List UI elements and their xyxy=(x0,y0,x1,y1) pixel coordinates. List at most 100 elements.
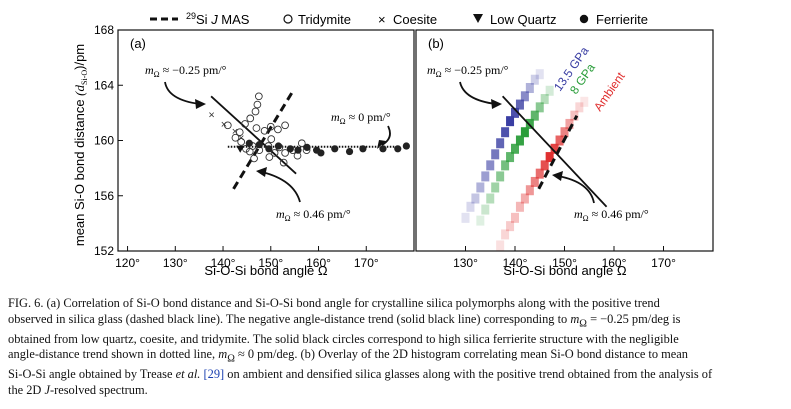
coesite-point: × xyxy=(221,119,227,131)
histogram-cell xyxy=(506,221,515,232)
tridymite-point xyxy=(297,139,306,148)
ferrierite-point xyxy=(286,145,294,153)
y-axis-label-tail: )/pm xyxy=(72,44,87,70)
y-tick-label: 164 xyxy=(94,78,114,92)
histogram-cell xyxy=(530,74,539,85)
tridymite-point xyxy=(266,122,275,131)
tridymite-point xyxy=(250,154,258,163)
histogram-cell xyxy=(506,152,515,163)
legend: 29Si J MAS Tridymite × Coesite Low Quart… xyxy=(150,11,648,27)
panel-b-x-axis-label: Si-O-Si bond angle Ω xyxy=(503,263,626,278)
caption-reference[interactable]: [29] xyxy=(203,367,225,382)
caption-line: obtained from low quartz, coesite, and t… xyxy=(8,332,784,348)
figure-6: 29Si J MAS Tridymite × Coesite Low Quart… xyxy=(72,11,714,278)
y-axis-label-sub: Si-O xyxy=(80,70,89,85)
coesite-point: × xyxy=(232,126,238,138)
annotation-a-neg-rest: ≈ −0.25 pm/° xyxy=(160,63,227,77)
histogram-cell xyxy=(565,118,574,129)
legend-cross-marker: × xyxy=(378,12,386,27)
legend-mas-text: MAS xyxy=(218,12,250,27)
tridymite-point xyxy=(251,107,260,116)
histogram-cell xyxy=(530,176,539,187)
tridymite-point xyxy=(267,135,276,143)
tridymite-point xyxy=(252,124,261,132)
positive-dashed-trend-line xyxy=(232,91,294,190)
annotation-a-pos-arrow xyxy=(261,171,301,203)
legend-filled-circle-marker xyxy=(579,14,589,24)
panel-a-trend-lines xyxy=(210,91,400,190)
histogram-cell xyxy=(496,240,505,251)
tridymite-point xyxy=(235,128,244,137)
caption-text: m xyxy=(218,347,228,362)
histogram-cell xyxy=(520,127,529,138)
panel-a-points: ×××× xyxy=(208,92,410,167)
histogram-cell xyxy=(491,149,500,160)
histogram-cell xyxy=(501,229,510,240)
ferrierite-point xyxy=(317,149,325,157)
histogram-cell xyxy=(545,85,554,96)
panel-a-frame xyxy=(117,29,415,252)
x-tick-label: 160° xyxy=(602,256,627,270)
annotation-a-neg-arrow xyxy=(164,81,201,105)
tridymite-point xyxy=(270,149,279,157)
tridymite-point xyxy=(274,125,282,134)
positive-dashed-trend-line xyxy=(537,114,579,190)
panel-b-histogram-cells xyxy=(461,69,589,251)
x-tick-label: 150° xyxy=(258,256,283,270)
annotation-a-negative-slope: mΩ ≈ −0.25 pm/° xyxy=(145,63,227,79)
annotation-b-pos-sub: Ω xyxy=(583,214,589,223)
panel-a-y-ticks: 152 156 160 164 168 xyxy=(94,23,123,258)
histogram-cell xyxy=(580,96,589,107)
histogram-cell xyxy=(540,160,549,171)
low-quartz-point xyxy=(236,145,245,153)
legend-triangle-marker xyxy=(473,14,483,23)
annotation-a-pos-arrowhead xyxy=(256,167,267,177)
y-tick-label: 168 xyxy=(94,23,114,37)
ferrierite-point xyxy=(274,142,283,150)
caption-text: Ω xyxy=(227,353,235,365)
tridymite-point xyxy=(246,114,255,123)
panel-a-x-ticks: 120° 130° 140° 150° 160° 170° xyxy=(115,246,379,270)
x-tick-label: 120° xyxy=(115,256,140,270)
caption-line: angle-distance trend shown in dotted lin… xyxy=(8,347,784,367)
tridymite-point xyxy=(254,92,263,101)
ferrierite-point xyxy=(402,142,410,150)
tridymite-point xyxy=(260,126,269,135)
caption-text: Ω xyxy=(579,318,587,330)
panel-b: (b) 130° 140° 150° 160° 170° 13.5 GPa 8 GPa … xyxy=(415,29,714,270)
histogram-cell xyxy=(535,168,544,179)
x-tick-label: 140° xyxy=(211,256,236,270)
annotation-a-neg-arrowhead xyxy=(195,99,206,109)
figure-caption: FIG. 6. (a) Correlation of Si-O bond dis… xyxy=(8,296,784,399)
histogram-cell xyxy=(461,212,470,223)
annotation-a-neg-sub: Ω xyxy=(154,70,160,79)
annotation-a-pos-rest: ≈ 0.46 pm/° xyxy=(291,207,351,221)
ferrierite-point xyxy=(394,145,402,153)
x-tick-label: 140° xyxy=(503,256,528,270)
tridymite-point xyxy=(281,121,289,130)
annotation-b-pos-arrowhead xyxy=(552,171,563,181)
panel-b-label: (b) xyxy=(428,36,444,51)
histogram-cell xyxy=(515,135,524,146)
histogram-cell xyxy=(550,143,559,154)
tridymite-point xyxy=(223,121,232,130)
histogram-cell xyxy=(466,201,475,212)
histogram-cell xyxy=(491,182,500,193)
annotation-a-flat-sub: Ω xyxy=(340,117,346,126)
caption-text: m xyxy=(570,311,580,326)
annotation-b-neg-arrowhead xyxy=(491,99,502,109)
y-axis-label-main: mean Si-O bond distance xyxy=(72,96,87,246)
ferrierite-point xyxy=(359,145,367,153)
legend-open-circle-marker xyxy=(283,14,293,24)
histogram-cell xyxy=(520,193,529,204)
tridymite-point xyxy=(265,153,274,161)
tridymite-point xyxy=(241,120,249,128)
tridymite-point xyxy=(245,147,254,156)
panel-b-x-ticks: 130° 140° 150° 160° 170° xyxy=(453,246,676,270)
annotation-b-pos-arrow xyxy=(557,175,595,204)
ferrierite-point xyxy=(345,147,354,156)
annotation-a-pos-m: m xyxy=(276,207,285,221)
annotation-b-negative-slope: mΩ ≈ −0.25 pm/° xyxy=(427,63,509,79)
caption-text: Si-O-Si angle obtained by Trease xyxy=(8,367,176,382)
histogram-cell xyxy=(476,182,485,193)
